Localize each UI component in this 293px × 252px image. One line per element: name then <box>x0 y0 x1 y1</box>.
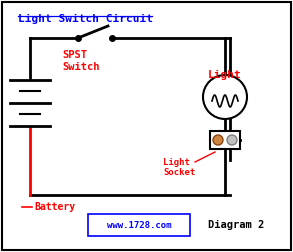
Circle shape <box>213 135 223 145</box>
Text: Light Switch Circuit: Light Switch Circuit <box>18 14 153 24</box>
Circle shape <box>227 135 237 145</box>
Text: www.1728.com: www.1728.com <box>107 220 171 230</box>
Text: SPST
Switch: SPST Switch <box>62 50 100 72</box>
Bar <box>88 214 190 236</box>
Circle shape <box>203 75 247 119</box>
Text: Light: Light <box>208 70 242 80</box>
Text: Battery: Battery <box>34 202 75 212</box>
Text: Diagram 2: Diagram 2 <box>208 220 264 230</box>
Text: Light
Socket: Light Socket <box>163 158 195 177</box>
Bar <box>210 131 240 149</box>
